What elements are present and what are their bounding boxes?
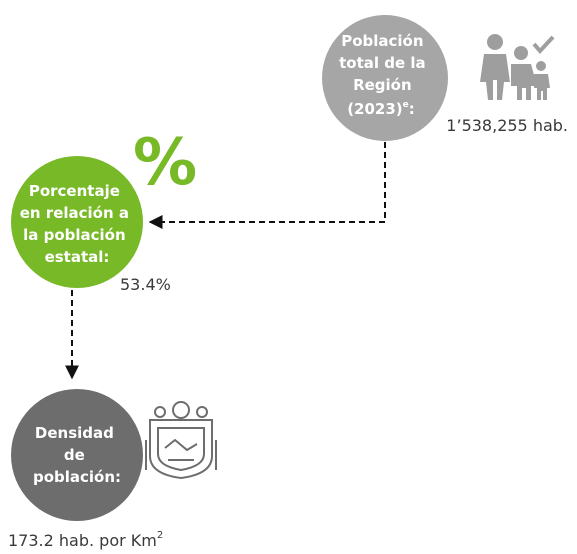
node-label: Porcentaje en relación a la población es… bbox=[20, 182, 135, 266]
text: : bbox=[409, 100, 415, 118]
text: en relación a bbox=[20, 204, 129, 222]
node-value: 1’538,255 hab. bbox=[446, 116, 568, 135]
text: estatal: bbox=[45, 248, 110, 266]
text: de bbox=[64, 446, 85, 464]
node-label: Densidad de población: bbox=[33, 424, 121, 486]
percent-icon: % bbox=[133, 126, 197, 200]
family-icon bbox=[480, 34, 555, 100]
text: Población bbox=[341, 32, 423, 50]
text: Densidad bbox=[35, 424, 114, 442]
percentage-circle bbox=[11, 156, 143, 288]
population-circle bbox=[322, 15, 448, 141]
text: población: bbox=[33, 468, 121, 486]
density-circle bbox=[11, 389, 143, 521]
text: e bbox=[403, 100, 409, 110]
text: 173.2 hab. por Km bbox=[8, 531, 157, 550]
node-value: 173.2 hab. por Km2 bbox=[8, 530, 163, 550]
text: total de la bbox=[339, 54, 426, 72]
text: 2 bbox=[157, 530, 163, 541]
node-value: 53.4% bbox=[120, 275, 171, 294]
node-label: Población total de la Región (2023)e: bbox=[339, 32, 431, 118]
text: la población bbox=[23, 226, 126, 244]
text: Porcentaje bbox=[29, 182, 120, 200]
text: Región bbox=[353, 76, 412, 94]
connector bbox=[148, 142, 386, 229]
text: (2023) bbox=[347, 100, 402, 118]
coat-of-arms-icon bbox=[145, 401, 217, 480]
